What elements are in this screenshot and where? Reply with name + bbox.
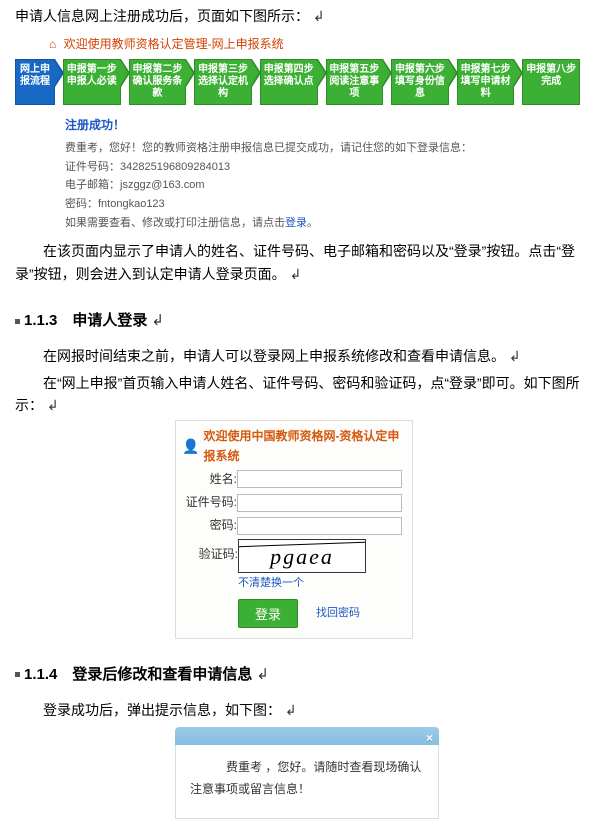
pwd-label: 密码:	[182, 516, 237, 535]
success-line2-value: 342825196809284013	[120, 161, 230, 173]
colon-mark-6: ↲	[285, 702, 297, 718]
para-113-b: 在“网上申报”首页输入申请人姓名、证件号码、密码和验证码，点“登录”即可。如下图…	[15, 372, 580, 417]
step-4[interactable]: 申报第四步 选择确认点	[260, 59, 318, 105]
success-line2-label: 证件号码：	[65, 161, 120, 173]
home-icon: ⌂	[49, 37, 56, 51]
heading-1-1-3-text: 1.1.3 申请人登录	[24, 309, 147, 333]
login-panel: 👤 欢迎使用中国教师资格网-资格认定申报系统 姓名: 证件号码: 密码: 验证码…	[175, 420, 413, 639]
step-5-l1: 申报第五步	[329, 64, 381, 76]
id-label: 证件号码:	[182, 493, 237, 512]
step-1[interactable]: 申报第一步 申报人必读	[63, 59, 121, 105]
captcha-refresh-link[interactable]: 不清楚换一个	[238, 577, 304, 589]
step-4-l1: 申报第四步	[263, 64, 315, 76]
step-8-l1: 申报第八步	[525, 64, 577, 76]
step-3-l1: 申报第三步	[197, 64, 249, 76]
success-title: 注册成功！	[65, 115, 580, 135]
person-icon: 👤	[182, 435, 199, 457]
para-113-b-text: 在“网上申报”首页输入申请人姓名、证件号码、密码和验证码，点“登录”即可。如下图…	[15, 375, 580, 413]
step-7[interactable]: 申报第七步 填写申请材料	[457, 59, 515, 105]
success-line3-value: jszggz@163.com	[120, 179, 205, 191]
welcome-banner: ⌂ 欢迎使用教师资格认定管理-网上申报系统	[15, 31, 580, 58]
colon-mark-4: ↲	[47, 397, 59, 413]
flow-label-l2: 报流程	[18, 76, 52, 88]
register-success-block: 注册成功！ 费重考，您好！您的教师资格注册申报信息已提交成功，请记住您的如下登录…	[65, 115, 580, 233]
para-114: 登录成功后，弹出提示信息，如下图： ↲	[15, 699, 580, 721]
colon-mark: ↲	[313, 8, 325, 24]
login-panel-title: 👤 欢迎使用中国教师资格网-资格认定申报系统	[182, 427, 402, 465]
success-line4: 密码：fntongkao123	[65, 195, 580, 214]
captcha-image[interactable]: pgaea	[238, 539, 366, 573]
success-line5: 如果需要查看、修改或打印注册信息，请点击登录。	[65, 214, 580, 233]
intro-text-content: 申请人信息网上注册成功后，页面如下图所示：	[15, 8, 309, 24]
step-flow-label: 网上申 报流程	[15, 59, 55, 105]
step-2-l2: 确认服务条款	[132, 76, 184, 100]
step-2-l1: 申报第二步	[132, 64, 184, 76]
popup-dialog: × 费重考 ，您好。请随时查看现场确认注意事项或留言信息！	[175, 727, 439, 819]
success-line2: 证件号码：342825196809284013	[65, 158, 580, 177]
id-input[interactable]	[237, 494, 402, 512]
bullet-icon	[15, 319, 20, 324]
step-6-l1: 申报第六步	[394, 64, 446, 76]
success-line5-suffix: 。	[307, 217, 318, 229]
login-panel-title-text: 欢迎使用中国教师资格网-资格认定申报系统	[203, 427, 402, 465]
captcha-label: 验证码:	[182, 539, 238, 564]
step-8[interactable]: 申报第八步 完成	[522, 59, 580, 105]
success-line4-label: 密码：	[65, 198, 98, 210]
heading-1-1-4: 1.1.4 登录后修改和查看申请信息 ↲	[15, 663, 580, 687]
colon-mark-h113: ↲	[151, 309, 164, 333]
success-line5-prefix: 如果需要查看、修改或打印注册信息，请点击	[65, 217, 285, 229]
login-row-captcha: 验证码: pgaea 不清楚换一个	[182, 539, 402, 593]
flow-label-l1: 网上申	[18, 64, 52, 76]
login-row-pwd: 密码:	[182, 516, 402, 535]
colon-mark-3: ↲	[509, 348, 521, 364]
success-line3: 电子邮箱：jszggz@163.com	[65, 176, 580, 195]
step-4-l2: 选择确认点	[263, 76, 315, 88]
para-after-success: 在该页面内显示了申请人的姓名、证件号码、电子邮箱和密码以及“登录”按钮。点击“登…	[15, 240, 580, 285]
success-line1: 费重考，您好！您的教师资格注册申报信息已提交成功，请记住您的如下登录信息：	[65, 139, 580, 158]
popup-indent	[190, 760, 226, 774]
step-3[interactable]: 申报第三步 选择认定机构	[194, 59, 252, 105]
login-row-id: 证件号码:	[182, 493, 402, 512]
login-actions: 登录 找回密码	[238, 599, 402, 628]
welcome-banner-text: 欢迎使用教师资格认定管理-网上申报系统	[64, 37, 284, 51]
para-114-text: 登录成功后，弹出提示信息，如下图：	[43, 702, 281, 718]
heading-1-1-3: 1.1.3 申请人登录 ↲	[15, 309, 580, 333]
para-113-a: 在网报时间结束之前，申请人可以登录网上申报系统修改和查看申请信息。 ↲	[15, 345, 580, 367]
name-input[interactable]	[237, 470, 402, 488]
success-line3-label: 电子邮箱：	[65, 179, 120, 191]
step-tabs: 网上申 报流程 申报第一步 申报人必读 申报第二步 确认服务条款 申报第三步 选…	[15, 59, 580, 105]
login-button[interactable]: 登录	[238, 599, 298, 628]
intro-text: 申请人信息网上注册成功后，页面如下图所示： ↲	[15, 5, 580, 27]
step-2[interactable]: 申报第二步 确认服务条款	[129, 59, 187, 105]
para-113-a-text: 在网报时间结束之前，申请人可以登录网上申报系统修改和查看申请信息。	[43, 348, 505, 364]
step-6-l2: 填写身份信息	[394, 76, 446, 100]
success-login-link[interactable]: 登录	[285, 217, 307, 229]
close-icon[interactable]: ×	[426, 729, 433, 748]
colon-mark-2: ↲	[290, 266, 302, 282]
pwd-input[interactable]	[237, 517, 402, 535]
step-1-l2: 申报人必读	[66, 76, 118, 88]
bullet-icon-2	[15, 672, 20, 677]
step-8-l2: 完成	[525, 76, 577, 88]
colon-mark-h114: ↲	[256, 663, 269, 687]
step-5-l2: 阅读注意事项	[329, 76, 381, 100]
step-6[interactable]: 申报第六步 填写身份信息	[391, 59, 449, 105]
name-label: 姓名:	[182, 470, 237, 489]
step-3-l2: 选择认定机构	[197, 76, 249, 100]
step-1-l1: 申报第一步	[66, 64, 118, 76]
find-password-link[interactable]: 找回密码	[316, 605, 360, 623]
popup-body: 费重考 ，您好。请随时查看现场确认注意事项或留言信息！	[175, 745, 439, 819]
step-7-l2: 填写申请材料	[460, 76, 512, 100]
step-5[interactable]: 申报第五步 阅读注意事项	[326, 59, 384, 105]
popup-header: ×	[175, 727, 439, 745]
login-row-name: 姓名:	[182, 470, 402, 489]
success-line4-value: fntongkao123	[98, 198, 165, 210]
step-7-l1: 申报第七步	[460, 64, 512, 76]
heading-1-1-4-text: 1.1.4 登录后修改和查看申请信息	[24, 663, 252, 687]
